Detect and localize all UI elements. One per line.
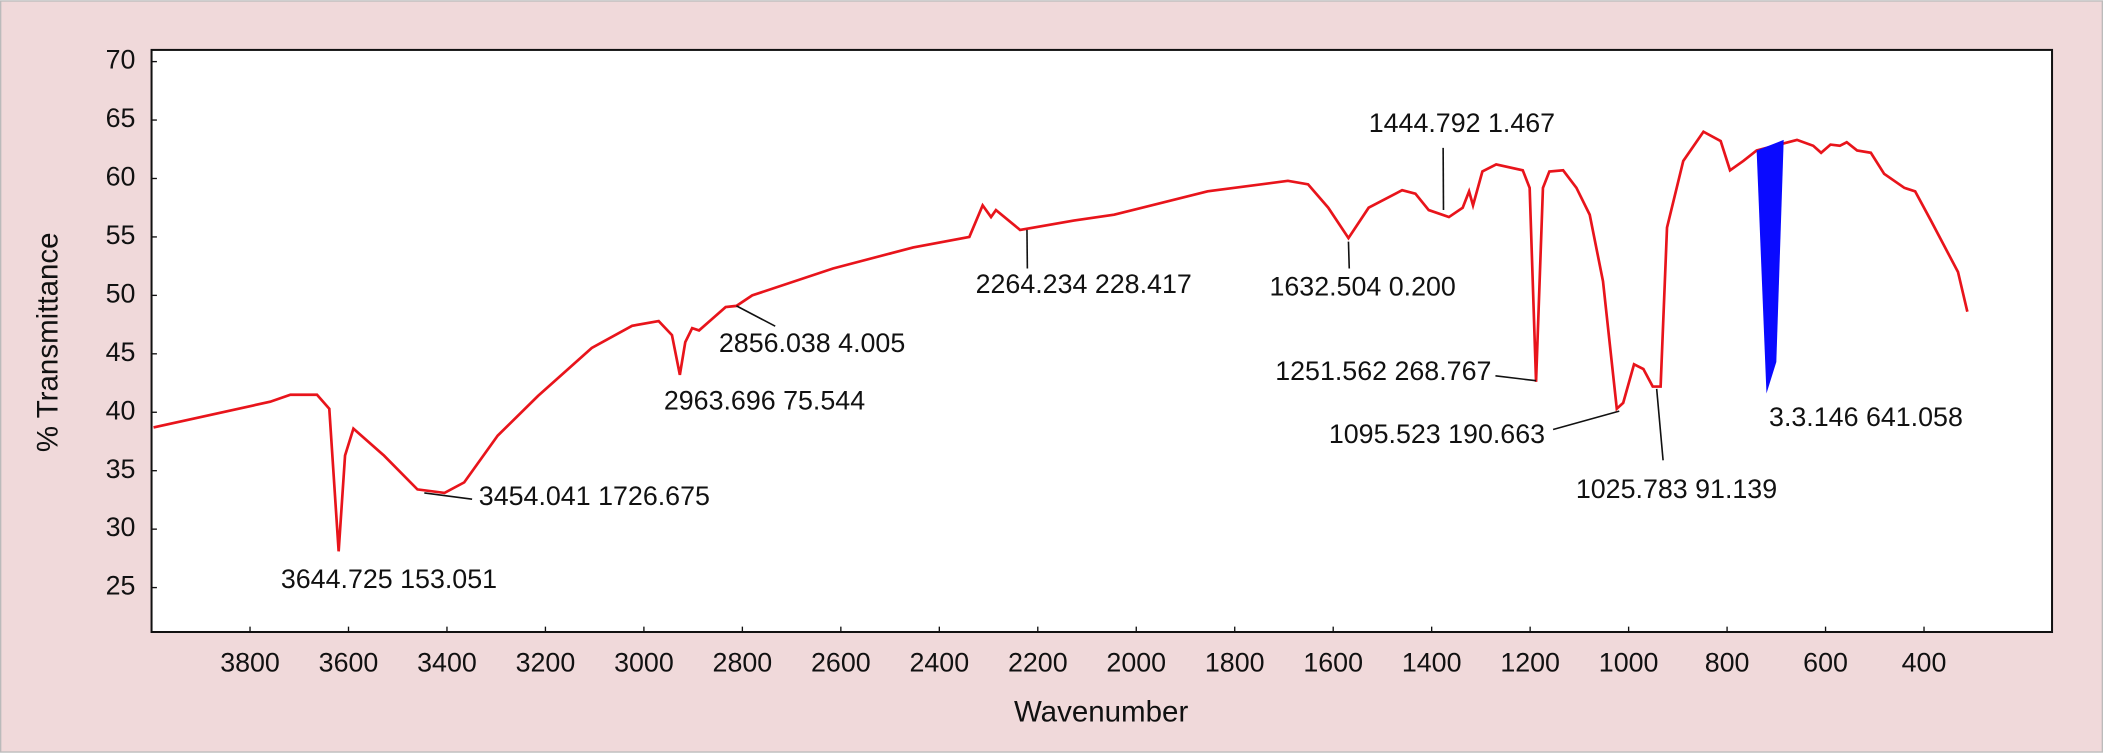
annotation-label: 3644.725 153.051	[281, 564, 497, 594]
annotation-label: 1095.523 190.663	[1329, 419, 1545, 449]
y-tick-label: 45	[106, 337, 136, 367]
x-tick-label: 3600	[319, 647, 379, 677]
x-tick-label: 3000	[614, 647, 674, 677]
annotation-label: 2264.234 228.417	[976, 269, 1192, 299]
annotation-label: 1444.792 1.467	[1369, 108, 1555, 138]
annotation-label: 1632.504 0.200	[1269, 272, 1455, 302]
x-tick-label: 1400	[1402, 647, 1462, 677]
y-tick-label: 35	[106, 454, 136, 484]
x-tick-label: 400	[1902, 647, 1947, 677]
highlight-area	[1756, 139, 1784, 394]
x-tick-label: 3200	[516, 647, 576, 677]
y-tick-label: 50	[106, 278, 136, 308]
x-tick-label: 600	[1803, 647, 1848, 677]
x-tick-label: 2000	[1106, 647, 1166, 677]
x-tick-label: 1800	[1205, 647, 1265, 677]
annotation-label: 2856.038 4.005	[719, 328, 905, 358]
x-tick-label: 2800	[713, 647, 773, 677]
annotation-label: 3454.041 1726.675	[479, 481, 710, 511]
y-tick-label: 40	[106, 395, 136, 425]
y-tick-label: 60	[106, 162, 136, 192]
plot-area	[150, 48, 2054, 634]
annotation-leader	[1655, 388, 1664, 461]
x-tick-label: 2400	[909, 647, 969, 677]
x-tick-label: 800	[1705, 647, 1750, 677]
y-tick-label: 65	[106, 103, 136, 133]
annotation-label: 3.3.146 641.058	[1769, 402, 1963, 432]
y-axis-label: % Transmittance	[31, 232, 64, 452]
y-tick-label: 30	[106, 512, 136, 542]
x-tick-label: 2600	[811, 647, 871, 677]
annotation-leader	[424, 492, 473, 501]
annotation-label: 1251.562 268.767	[1275, 356, 1491, 386]
annotation-leader	[1347, 241, 1351, 269]
y-tick-label: 25	[106, 571, 136, 601]
annotation-leader	[1495, 375, 1537, 382]
x-tick-label: 1600	[1303, 647, 1363, 677]
y-tick-label: 55	[106, 220, 136, 250]
annotation-leader	[736, 305, 776, 327]
x-tick-label: 1000	[1599, 647, 1659, 677]
annotation-label: 1025.783 91.139	[1576, 474, 1777, 504]
x-tick-label: 3400	[417, 647, 477, 677]
y-tick-label: 70	[106, 45, 136, 75]
x-tick-label: 1200	[1500, 647, 1560, 677]
annotation-label: 2963.696 75.544	[664, 386, 865, 416]
x-axis-label: Wavenumber	[1014, 696, 1189, 729]
x-tick-label: 2200	[1008, 647, 1068, 677]
annotation-leader	[1552, 410, 1620, 431]
x-tick-label: 3800	[220, 647, 280, 677]
spectrum-line	[153, 129, 1969, 552]
